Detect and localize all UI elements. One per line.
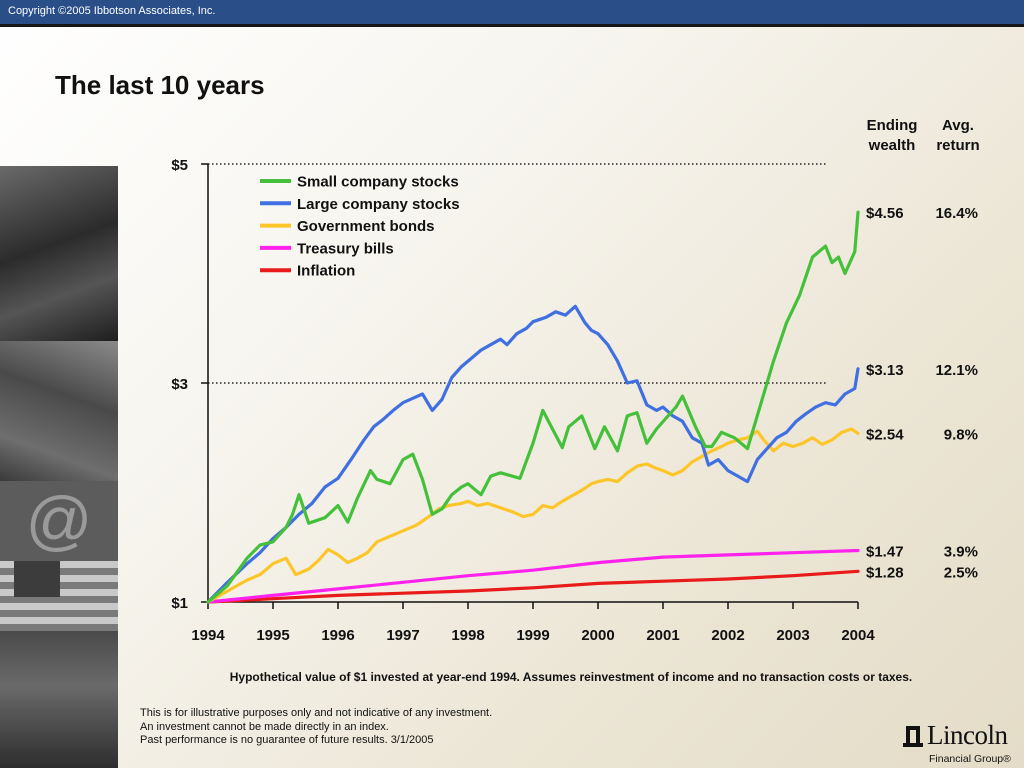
header-bar: Copyright ©2005 Ibbotson Associates, Inc… <box>0 0 1024 24</box>
x-tick-label: 2002 <box>711 627 744 644</box>
disclaimer-line: This is for illustrative purposes only a… <box>140 707 493 719</box>
ending-wealth-header: Ending wealth <box>858 116 926 156</box>
ending-wealth-header-line2: wealth <box>868 137 916 154</box>
lincoln-logo-icon <box>903 726 923 747</box>
logo-name: Lincoln <box>927 720 1008 750</box>
x-tick-label: 1995 <box>256 627 289 644</box>
avg-return-header: Avg. return <box>928 116 988 156</box>
disclaimer: This is for illustrative purposes only a… <box>140 707 492 748</box>
x-tick-label: 1998 <box>451 627 484 644</box>
x-tick-label: 1996 <box>321 627 354 644</box>
y-tick-label: $3 <box>171 376 188 393</box>
legend-label: Small company stocks <box>297 174 459 191</box>
y-tick-label: $1 <box>171 595 188 612</box>
x-tick-label: 1994 <box>191 627 225 644</box>
disclaimer-line: An investment cannot be made directly in… <box>140 720 389 733</box>
x-tick-label: 2001 <box>646 627 679 644</box>
lincoln-logo: Lincoln Financial Group® <box>903 720 1015 768</box>
series-line <box>206 210 860 604</box>
legend-label: Treasury bills <box>297 240 394 257</box>
avg-return-value: 3.9% <box>944 544 978 561</box>
chart-caption: Hypothetical value of $1 invested at yea… <box>229 670 913 684</box>
copyright-text: Copyright ©2005 Ibbotson Associates, Inc… <box>8 5 216 17</box>
photo-flag <box>0 561 118 631</box>
avg-return-value: 16.4% <box>935 205 978 222</box>
ending-wealth-value: $2.54 <box>866 426 904 443</box>
avg-return-header-line1: Avg. <box>942 117 974 134</box>
x-tick-label: 2000 <box>581 627 614 644</box>
ending-wealth-value: $1.28 <box>866 564 904 581</box>
legend-label: Large company stocks <box>297 196 460 213</box>
at-sign-icon: @ <box>26 483 93 557</box>
header-divider <box>0 24 1024 27</box>
avg-return-value: 12.1% <box>935 362 978 379</box>
legend-label: Government bonds <box>297 218 435 235</box>
ending-wealth-value: $1.47 <box>866 544 904 561</box>
svg-text:@: @ <box>26 483 93 557</box>
x-tick-label: 2003 <box>776 627 809 644</box>
flag-canton <box>14 561 60 597</box>
series-line <box>206 304 860 604</box>
x-tick-label: 2004 <box>841 627 875 644</box>
x-tick-label: 1999 <box>516 627 549 644</box>
photo-rescue-workers <box>0 341 118 481</box>
avg-return-value: 9.8% <box>944 426 978 443</box>
photo-at-symbol: @ <box>0 481 118 561</box>
page-title: The last 10 years <box>55 70 265 100</box>
series-line <box>206 548 860 604</box>
series-line <box>206 569 860 604</box>
photo-bottom <box>0 631 118 768</box>
photo-collage: @ <box>0 166 118 768</box>
disclaimer-line: Past performance is no guarantee of futu… <box>140 734 434 746</box>
logo-subtitle: Financial Group® <box>929 753 1011 765</box>
x-tick-label: 1997 <box>386 627 419 644</box>
avg-return-header-line2: return <box>936 137 980 154</box>
photo-speaker <box>0 166 118 341</box>
avg-return-value: 2.5% <box>944 564 978 581</box>
ending-wealth-header-line1: Ending <box>866 117 918 134</box>
ending-wealth-value: $3.13 <box>866 362 904 379</box>
ending-wealth-value: $4.56 <box>866 205 904 222</box>
series-line <box>206 427 860 604</box>
y-tick-label: $5 <box>171 157 188 174</box>
legend-label: Inflation <box>297 263 355 280</box>
